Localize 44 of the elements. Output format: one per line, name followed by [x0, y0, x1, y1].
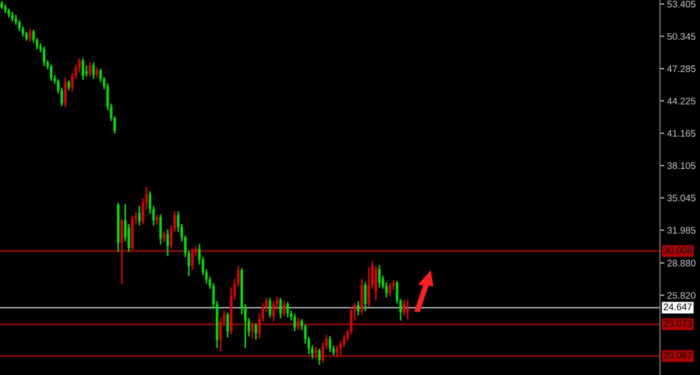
candlestick: [162, 231, 166, 242]
candlestick: [318, 348, 321, 365]
ref-line-label: 30.008: [664, 246, 692, 254]
ref-line-label: 23.073: [664, 320, 692, 327]
y-tick-label: 28.880: [667, 260, 696, 266]
candlestick: [272, 301, 275, 322]
candlestick: [191, 248, 194, 270]
candlestick: [286, 302, 289, 318]
candlestick: [336, 345, 338, 358]
candlestick: [322, 342, 324, 363]
ref-line-label: 20.067: [664, 352, 692, 359]
y-tick-label: 35.045: [667, 194, 696, 202]
candlestick: [120, 218, 123, 284]
candlestick: [282, 301, 286, 316]
candlestick: [82, 58, 84, 80]
candlestick: [402, 300, 406, 316]
candlestick: [378, 265, 381, 288]
y-tick-label: 44.225: [667, 98, 696, 104]
candlestick: [92, 62, 95, 79]
candlestick: [159, 214, 162, 244]
candlestick: [152, 206, 155, 226]
y-tick-label: 25.820: [667, 292, 696, 299]
candlestick: [226, 312, 229, 338]
candlestick: [166, 229, 169, 256]
y-tick-label: 53.405: [667, 0, 696, 8]
candlestick: [279, 298, 282, 318]
candlestick: [297, 318, 300, 330]
candlestick: [251, 322, 254, 338]
candlestick: [357, 301, 360, 316]
candlestick: [50, 64, 52, 81]
y-tick-label: 50.345: [667, 33, 696, 40]
candlestick: [293, 314, 296, 332]
candlestick: [364, 282, 367, 311]
y-tick-label: 41.165: [667, 130, 696, 137]
candlestick: [64, 77, 67, 108]
candlestick: [42, 46, 46, 66]
y-tick-label: 31.985: [667, 226, 696, 234]
ref-line-label: 24.647: [664, 304, 692, 310]
y-tick-label: 38.105: [667, 162, 696, 170]
candlestick: [254, 323, 258, 340]
candlestick: [406, 300, 409, 320]
y-tick-label: 47.285: [667, 65, 696, 72]
candlestick: [138, 206, 141, 226]
candlestick: [314, 346, 318, 358]
